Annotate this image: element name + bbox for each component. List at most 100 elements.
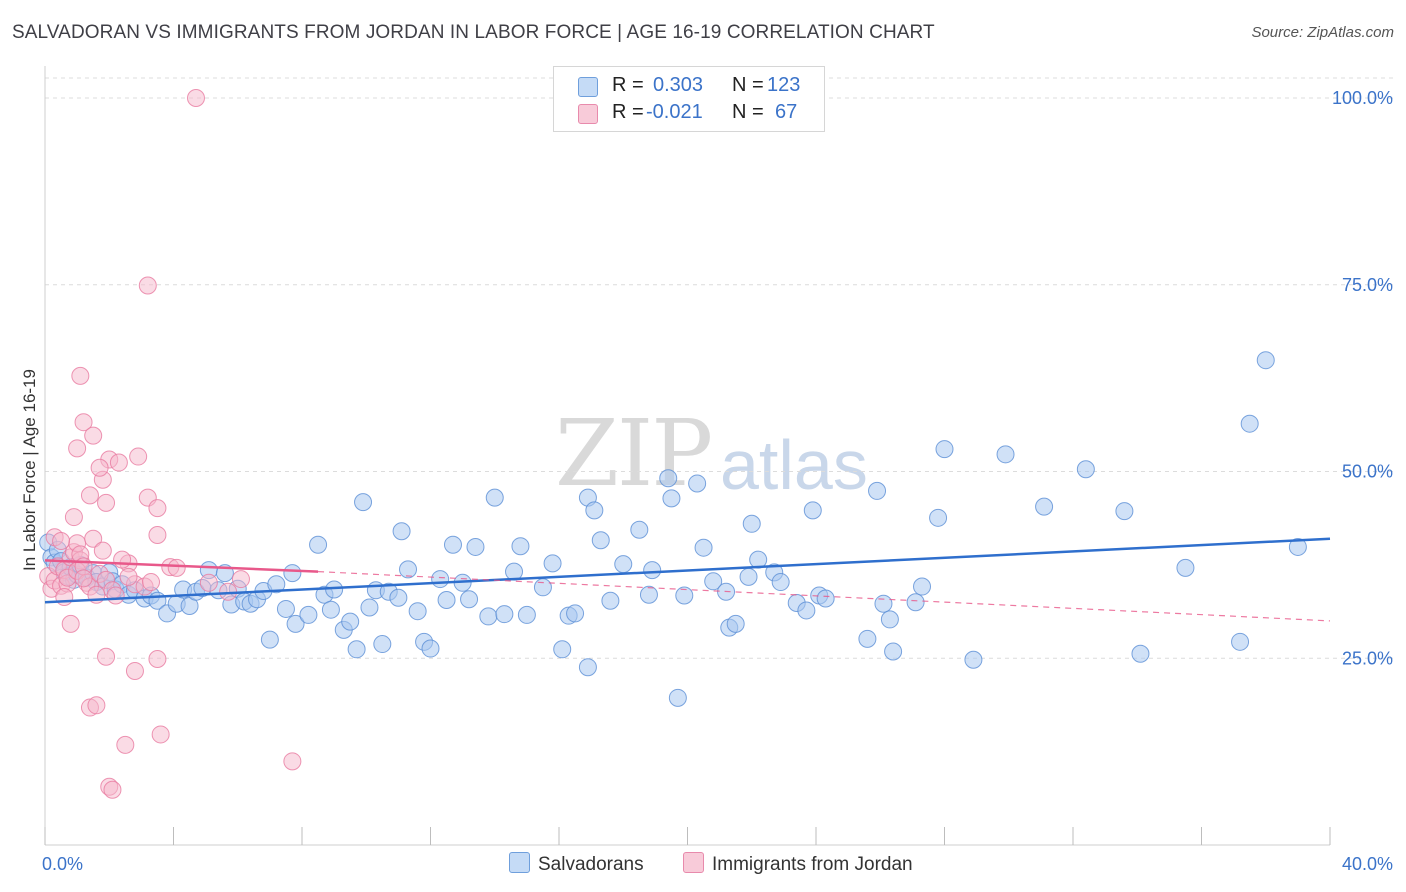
data-point-salvadoran [360, 598, 379, 617]
data-point-jordan [231, 570, 250, 589]
data-point-salvadoran [321, 600, 340, 619]
data-point-salvadoran [309, 535, 328, 554]
y-axis-label: In Labor Force | Age 16-19 [20, 369, 39, 571]
data-point-salvadoran [341, 612, 360, 631]
data-point-salvadoran [1035, 497, 1054, 516]
data-point-salvadoran [1240, 414, 1259, 433]
data-point-salvadoran [354, 493, 373, 512]
data-point-salvadoran [1115, 502, 1134, 521]
legend-item-jordan: Immigrants from Jordan [683, 852, 913, 876]
data-point-salvadoran [1256, 351, 1275, 370]
data-point-salvadoran [662, 489, 681, 508]
y-tick-label: 100.0% [1332, 88, 1393, 108]
data-point-salvadoran [913, 577, 932, 596]
data-point-salvadoran [868, 481, 887, 500]
data-point-salvadoran [816, 589, 835, 608]
data-point-jordan [93, 541, 112, 560]
data-point-salvadoran [964, 650, 983, 669]
legend-r-label: R = [612, 101, 644, 123]
data-point-salvadoran [485, 488, 504, 507]
data-point-jordan [113, 550, 132, 569]
trend-line-salvadorans [44, 537, 1331, 604]
x-tick-label: 0.0% [42, 854, 83, 874]
watermark-zip: ZIP [555, 400, 713, 507]
data-point-salvadoran [880, 610, 899, 629]
data-point-salvadoran [389, 588, 408, 607]
data-point-salvadoran [543, 554, 562, 573]
data-point-jordan [52, 531, 71, 550]
x-tick-label: 40.0% [1342, 854, 1393, 874]
legend-swatch-pink [578, 104, 598, 124]
legend-row-salvadorans: R = 0.303 N = 123 [554, 74, 824, 102]
data-point-jordan [129, 447, 148, 466]
legend-n-value: 123 [767, 74, 801, 96]
data-point-salvadoran [884, 642, 903, 661]
data-point-salvadoran [1176, 558, 1195, 577]
data-point-jordan [119, 567, 138, 586]
data-point-salvadoran [533, 578, 552, 597]
data-point-salvadoran [553, 640, 572, 659]
data-point-jordan [186, 89, 205, 107]
data-point-salvadoran [668, 688, 687, 707]
legend-swatch-blue [509, 852, 530, 873]
legend-item-salvadorans: Salvadorans [509, 852, 644, 876]
source-credit: Source: ZipAtlas.com [1251, 24, 1394, 41]
data-point-salvadoran [517, 605, 536, 624]
data-point-jordan [109, 453, 128, 472]
data-point-jordan [116, 735, 135, 754]
data-point-salvadoran [675, 586, 694, 605]
data-point-jordan [167, 558, 186, 577]
data-point-jordan [55, 587, 74, 606]
y-tick-label: 75.0% [1342, 275, 1393, 295]
salvadorans-points [39, 351, 1307, 707]
data-point-jordan [142, 573, 161, 592]
data-point-salvadoran [614, 555, 633, 574]
data-point-salvadoran [643, 561, 662, 580]
data-point-salvadoran [1231, 632, 1250, 651]
legend-r-value: -0.021 [646, 101, 703, 123]
correlation-legend: R = 0.303 N = 123 R = -0.021 N = 67 [553, 66, 825, 132]
axes [44, 66, 1331, 846]
legend-r-value: 0.303 [653, 74, 704, 96]
data-point-jordan [84, 529, 103, 548]
data-point-jordan [125, 661, 144, 680]
data-point-salvadoran [299, 605, 318, 624]
data-point-jordan [199, 573, 218, 592]
data-point-jordan [61, 614, 80, 633]
data-point-jordan [71, 366, 90, 385]
trend-line-jordan-extension [318, 570, 1331, 622]
data-point-salvadoran [347, 640, 366, 659]
data-point-jordan [103, 780, 122, 799]
data-point-salvadoran [578, 658, 597, 677]
data-point-jordan [87, 696, 106, 715]
data-point-salvadoran [742, 514, 761, 533]
data-point-salvadoran [479, 607, 498, 626]
data-point-salvadoran [325, 580, 344, 599]
trend-line-jordan [44, 559, 319, 573]
data-point-salvadoran [283, 564, 302, 583]
tick-labels: 25.0% 50.0% 75.0% 100.0% 0.0% 40.0% [42, 88, 1393, 874]
data-point-salvadoran [688, 474, 707, 493]
data-point-salvadoran [659, 469, 678, 488]
data-point-jordan [148, 499, 167, 518]
data-point-jordan [148, 649, 167, 668]
data-point-salvadoran [392, 522, 411, 541]
legend-n-label: N = [732, 74, 764, 96]
data-point-salvadoran [399, 560, 418, 579]
data-point-salvadoran [408, 602, 427, 621]
data-point-salvadoran [803, 501, 822, 520]
data-point-salvadoran [466, 537, 485, 556]
legend-label: Immigrants from Jordan [712, 854, 913, 875]
data-point-salvadoran [1131, 644, 1150, 663]
data-point-jordan [97, 647, 116, 666]
data-point-salvadoran [495, 605, 514, 624]
data-point-salvadoran [431, 570, 450, 589]
data-point-salvadoran [601, 591, 620, 610]
legend-row-jordan: R = -0.021 N = 67 [554, 101, 824, 129]
data-point-jordan [151, 725, 170, 744]
data-point-salvadoran [694, 538, 713, 557]
chart-title: SALVADORAN VS IMMIGRANTS FROM JORDAN IN … [12, 22, 935, 43]
data-point-salvadoran [373, 635, 392, 654]
data-point-salvadoran [704, 572, 723, 591]
